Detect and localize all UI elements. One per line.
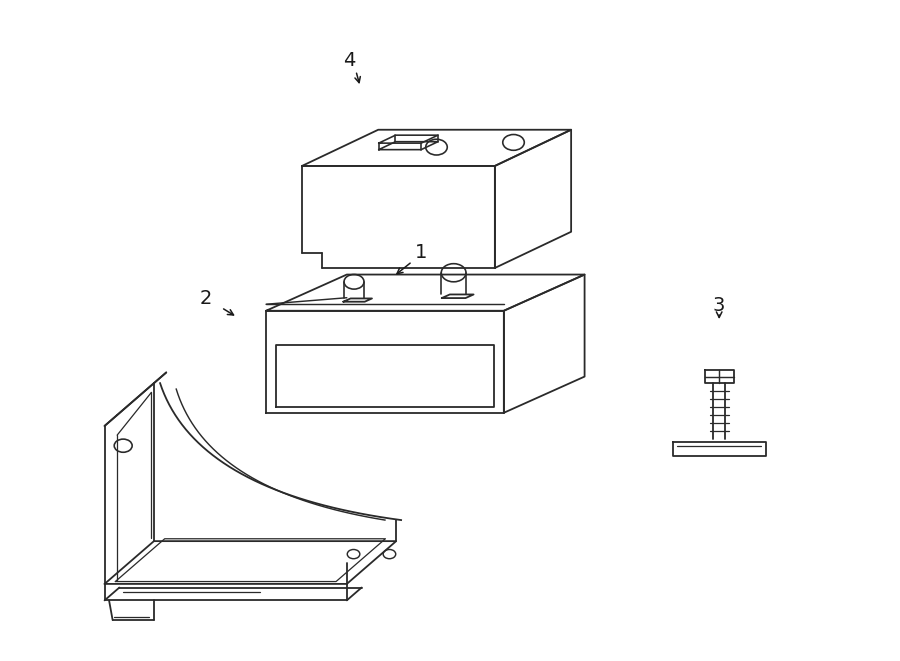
Text: 4: 4 — [343, 51, 356, 70]
Text: 3: 3 — [713, 296, 725, 315]
Text: 1: 1 — [415, 243, 428, 262]
Text: 2: 2 — [200, 290, 212, 309]
